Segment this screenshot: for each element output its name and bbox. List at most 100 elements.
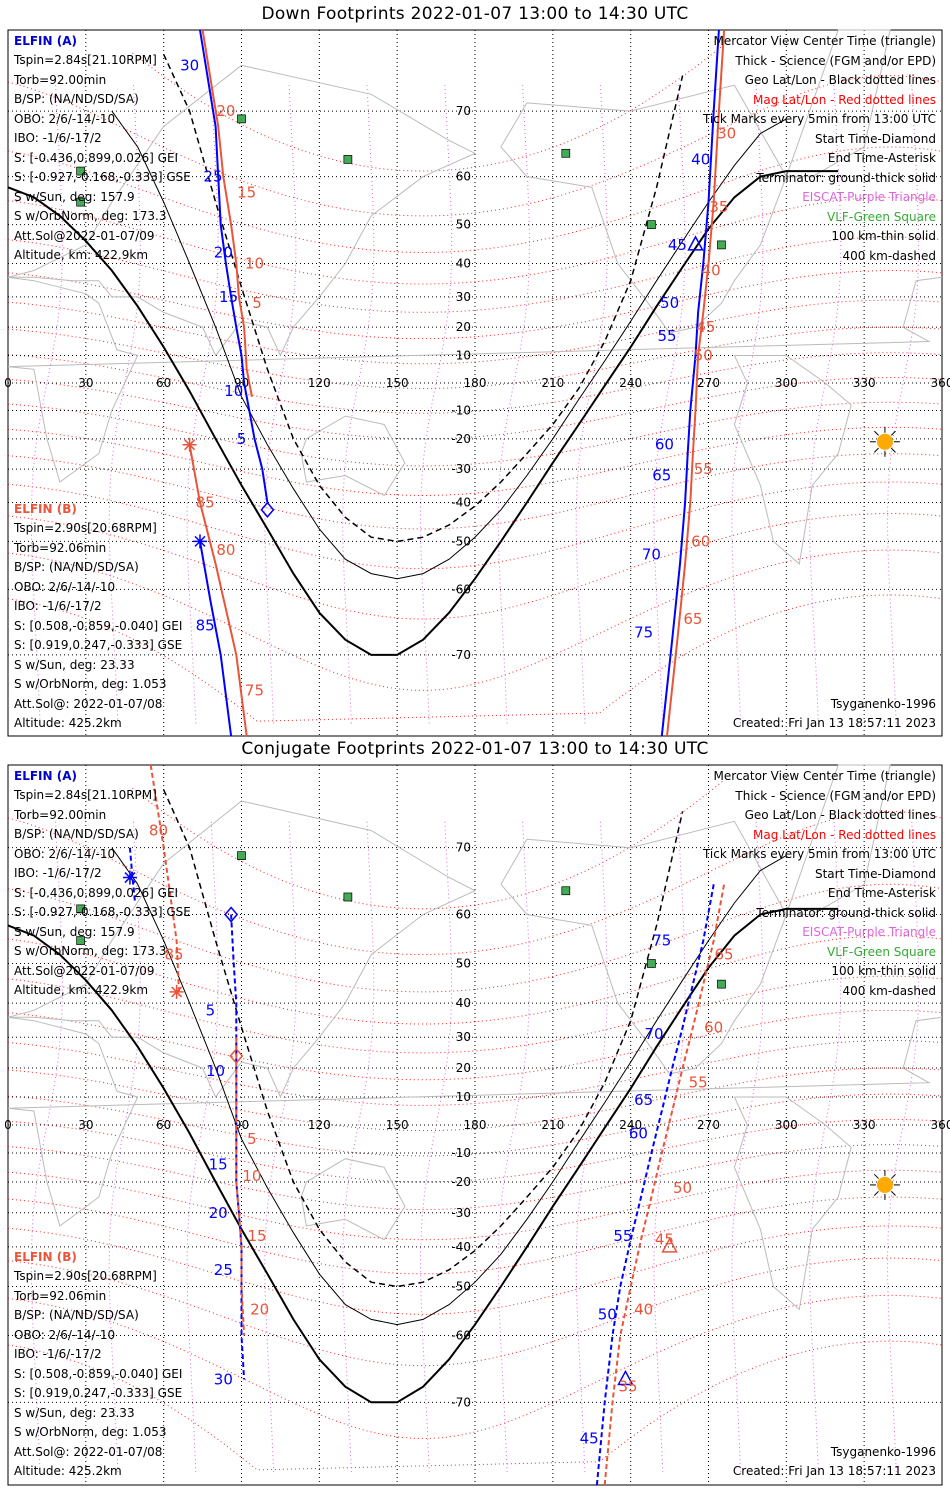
elfin-a-info-line: Torb=92.00min <box>14 807 107 822</box>
legend-line: Tick Marks every 5min from 13:00 UTC <box>702 847 936 861</box>
orbit-track <box>595 884 715 1486</box>
lon-tick-label: 300 <box>775 1118 798 1132</box>
elfin-a-info-line: IBO: -1/6/-17/2 <box>14 131 102 145</box>
legend-line: Terminator: ground-thick solid <box>756 170 936 185</box>
created-label: Created: Fri Jan 13 18:57:11 2023 <box>732 716 936 730</box>
elfin-a-info-line: S: [-0.927,-0.168,-0.333] GSE <box>14 170 191 184</box>
mag-lon-line <box>264 85 297 724</box>
lon-tick-label: 180 <box>464 376 487 390</box>
lat-tick-label: 20 <box>456 1061 471 1075</box>
mag-lon-line <box>264 821 297 1473</box>
legend-line: Start Time-Diamond <box>814 866 936 881</box>
vlf-site-marker <box>343 155 353 164</box>
time-tick-label: 5 <box>237 430 247 448</box>
time-tick-label: 75 <box>245 681 264 699</box>
legend-line: Geo Lat/Lon - Black dotted lines <box>744 73 936 87</box>
lat-tick-label: -20 <box>451 1175 471 1189</box>
elfin-a-info-line: S w/Sun, deg: 157.9 <box>14 189 135 204</box>
continent-outline <box>500 820 787 1075</box>
lon-tick-label: 30 <box>78 376 93 390</box>
mag-lat-line <box>7 935 943 1025</box>
lon-tick-label: 0 <box>4 376 12 390</box>
lat-tick-label: -40 <box>451 1240 471 1254</box>
legend-line: Geo Lat/Lon - Black dotted lines <box>744 808 936 822</box>
lon-tick-label: 90 <box>234 1118 249 1132</box>
time-tick-label: 75 <box>634 624 653 642</box>
lon-tick-label: 240 <box>619 376 642 390</box>
start-diamond <box>260 501 275 518</box>
time-tick-label: 20 <box>250 1300 269 1318</box>
terminator-100km <box>111 110 787 580</box>
time-tick-label: 65 <box>634 1091 653 1109</box>
down-footprints-panel: Down Footprints 2022-01-07 13:00 to 14:3… <box>4 4 950 737</box>
elfin-a-info-line: Altitude, km: 422.9km <box>14 248 149 262</box>
lon-tick-label: 0 <box>4 1118 12 1132</box>
sun-ray <box>890 1173 896 1179</box>
terminator-400km <box>163 789 684 1288</box>
vlf-site-marker <box>76 936 85 945</box>
time-tick-label: 70 <box>642 546 661 564</box>
lon-tick-label: 180 <box>464 1118 487 1132</box>
lon-tick-label: 210 <box>541 376 564 390</box>
lat-tick-label: -50 <box>451 534 471 548</box>
vlf-site-marker <box>76 904 85 914</box>
time-tick-label: 40 <box>634 1300 653 1318</box>
mag-lon-line <box>809 85 842 724</box>
legend-line: Mercator View Center Time (triangle) <box>713 34 936 48</box>
sun-ray <box>873 1173 879 1179</box>
elfin-b-info-line: S w/OrbNorm, deg: 1.053 <box>14 677 167 691</box>
continent-outline <box>300 1158 406 1241</box>
elfin-a-info-line: OBO: 2/6/-14/-10 <box>14 846 116 861</box>
elfin-b-info-line: S: [0.508,-0.859,-0.040] GEI <box>14 618 183 633</box>
center-triangle <box>661 1237 678 1253</box>
legend-line: Thick - Science (FGM and/or EPD) <box>735 53 936 68</box>
continent-outline <box>7 1016 943 1227</box>
vlf-site-marker <box>717 240 726 250</box>
continent-outline <box>733 1096 852 1311</box>
legend-line: Mag Lat/Lon - Red dotted lines <box>752 92 936 107</box>
mag-lon-line <box>653 821 686 1473</box>
mag-lon-line <box>420 821 453 1473</box>
lon-tick-label: 150 <box>386 376 409 390</box>
time-tick-label: 50 <box>660 294 679 312</box>
mag-lat-line <box>7 1067 943 1132</box>
orbit-track <box>199 541 233 737</box>
elfin-b-info-line: S: [0.919,0.247,-0.333] GSE <box>14 638 183 652</box>
lat-tick-label: 10 <box>456 349 471 363</box>
model-label: Tsyganenko-1996 <box>830 1445 936 1459</box>
time-tick-label: 60 <box>704 1018 723 1036</box>
mag-lat-line <box>7 453 943 530</box>
mag-lon-line <box>186 821 219 1473</box>
continent-outline <box>7 64 477 357</box>
time-tick-label: 50 <box>673 1179 692 1197</box>
elfin-a-info-line: S w/OrbNorm, deg: 173.3 <box>14 944 167 958</box>
vlf-site-marker <box>561 886 571 896</box>
elfin-b-info-line: S: [0.508,-0.859,-0.040] GEI <box>14 1366 183 1381</box>
legend-line: 400 km-dashed <box>842 983 936 998</box>
vlf-site-marker <box>561 148 571 158</box>
lon-tick-label: 120 <box>308 376 331 390</box>
mag-lat-line <box>7 196 943 285</box>
terminator-ground <box>7 907 839 1404</box>
panel-title: Down Footprints 2022-01-07 13:00 to 14:3… <box>261 4 689 24</box>
time-tick-label: 10 <box>242 1167 261 1185</box>
time-tick-label: 45 <box>580 1430 599 1448</box>
lat-tick-label: -70 <box>451 648 471 662</box>
time-tick-label: 45 <box>655 1231 674 1249</box>
time-tick-label: 50 <box>598 1305 617 1323</box>
mag-lat-line <box>7 810 943 956</box>
lat-tick-label: 40 <box>456 996 471 1010</box>
elfin-b-info-line: Att.Sol@: 2022-01-07/08 <box>14 696 163 711</box>
orbit-track <box>128 847 137 904</box>
time-tick-label: 20 <box>209 1204 228 1222</box>
time-tick-label: 55 <box>613 1227 632 1245</box>
legend-line: Tick Marks every 5min from 13:00 UTC <box>702 112 936 126</box>
lon-tick-label: 60 <box>156 1118 171 1132</box>
time-tick-label: 50 <box>694 347 713 365</box>
continent-outline <box>733 355 852 565</box>
orbit-track <box>199 29 269 503</box>
elfin-b-info-line: Tspin=2.90s[20.68RPM] <box>14 521 157 535</box>
footprint-map: 0 30 60 90 120 150 180 210 240 270 300 330 360706050… <box>4 29 950 737</box>
lon-tick-label: 300 <box>775 376 798 390</box>
time-tick-label: 10 <box>224 382 243 400</box>
